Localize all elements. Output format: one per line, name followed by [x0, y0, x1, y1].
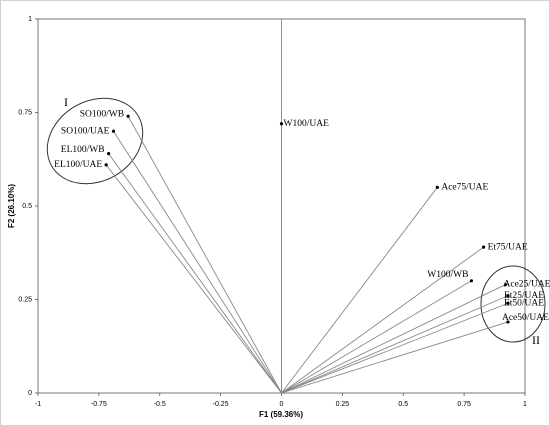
point — [482, 245, 486, 249]
point — [107, 152, 111, 156]
x-axis-title: F1 (59.36%) — [259, 410, 303, 419]
x-tick-label: -0.25 — [213, 401, 229, 408]
loading-vector — [281, 246, 484, 394]
loading-vector — [281, 295, 509, 394]
point — [279, 122, 284, 126]
point — [506, 320, 510, 324]
point-label: Et75/UAE — [488, 242, 528, 252]
x-tick-label: 0.75 — [457, 401, 471, 408]
group-label: I — [64, 95, 68, 109]
point-label: Et25/UAE — [504, 291, 544, 301]
x-tick-label: 0 — [280, 401, 284, 408]
point — [111, 129, 116, 133]
point-label: W100/WB — [427, 270, 468, 280]
x-tick-label: -1 — [35, 401, 41, 408]
point-label: Ace50/UAE — [502, 313, 549, 323]
point-label: EL100/WB — [61, 145, 105, 155]
loading-vector — [281, 280, 472, 394]
point-label: SO100/UAE — [61, 126, 110, 136]
loading-vector — [127, 116, 282, 394]
loading-vector — [281, 302, 509, 394]
group-ellipse — [46, 97, 144, 185]
x-tick-label: -0.75 — [91, 401, 107, 408]
x-tick-label: 0.5 — [398, 401, 408, 408]
x-tick-label: 1 — [523, 401, 527, 408]
point-label: EL100/UAE — [54, 160, 102, 170]
y-tick-label: 0.75 — [18, 109, 32, 116]
point-label: Ace75/UAE — [441, 182, 488, 192]
loading-vector — [108, 153, 282, 394]
point-label: Et50/UAE — [504, 298, 544, 308]
point-label: W100/UAE — [284, 119, 330, 129]
point — [503, 282, 508, 287]
y-axis-title: F2 (26.10%) — [7, 184, 16, 228]
group-label: II — [532, 333, 540, 347]
loading-vector — [281, 187, 438, 394]
loading-vector — [281, 321, 509, 394]
y-tick-label: 1 — [28, 16, 32, 23]
y-tick-label: 0.5 — [22, 203, 32, 210]
x-tick-label: -0.5 — [154, 401, 166, 408]
x-tick-label: 0.25 — [336, 401, 350, 408]
point-label: Ace25/UAE — [504, 280, 550, 290]
point — [506, 294, 510, 298]
loading-vector — [105, 164, 282, 394]
y-tick-label: 0.25 — [18, 296, 32, 303]
loading-vector — [281, 284, 506, 394]
point — [126, 114, 130, 118]
point — [506, 301, 510, 305]
point — [104, 163, 108, 167]
point — [469, 279, 474, 283]
loading-vector — [113, 130, 282, 394]
point — [435, 185, 439, 189]
point-label: SO100/WB — [80, 109, 124, 119]
y-tick-label: 0 — [28, 390, 32, 397]
group-ellipse — [480, 265, 546, 343]
